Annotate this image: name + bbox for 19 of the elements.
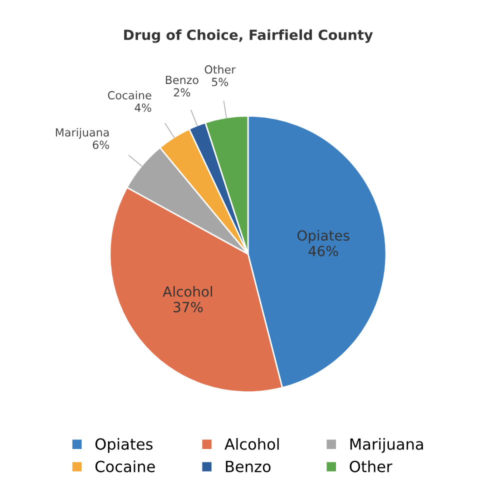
slice-label: Opiates xyxy=(297,230,350,244)
legend-label: Other xyxy=(350,460,392,472)
data-label: 2% xyxy=(174,88,190,97)
data-label: 4% xyxy=(134,103,152,112)
chart-title: Drug of Choice, Fairfield County xyxy=(124,29,373,43)
legend-label: Benzo xyxy=(226,460,271,472)
legend-label: Opiates xyxy=(95,438,153,453)
legend-label: Marijuana xyxy=(350,438,423,453)
legend-label: Cocaine xyxy=(95,460,155,472)
data-label: 5% xyxy=(212,78,228,86)
data-label: 6% xyxy=(92,140,110,150)
slice-label: Cocaine xyxy=(108,90,152,100)
slice-label: Other xyxy=(204,65,236,74)
data-label: 37% xyxy=(174,302,203,312)
slice-label: Marijuana xyxy=(56,128,109,139)
data-label: 46% xyxy=(308,246,338,256)
slice-label: Benzo xyxy=(166,76,198,84)
slice-label: Alcohol xyxy=(162,286,212,297)
legend-label: Alcohol xyxy=(224,438,279,450)
